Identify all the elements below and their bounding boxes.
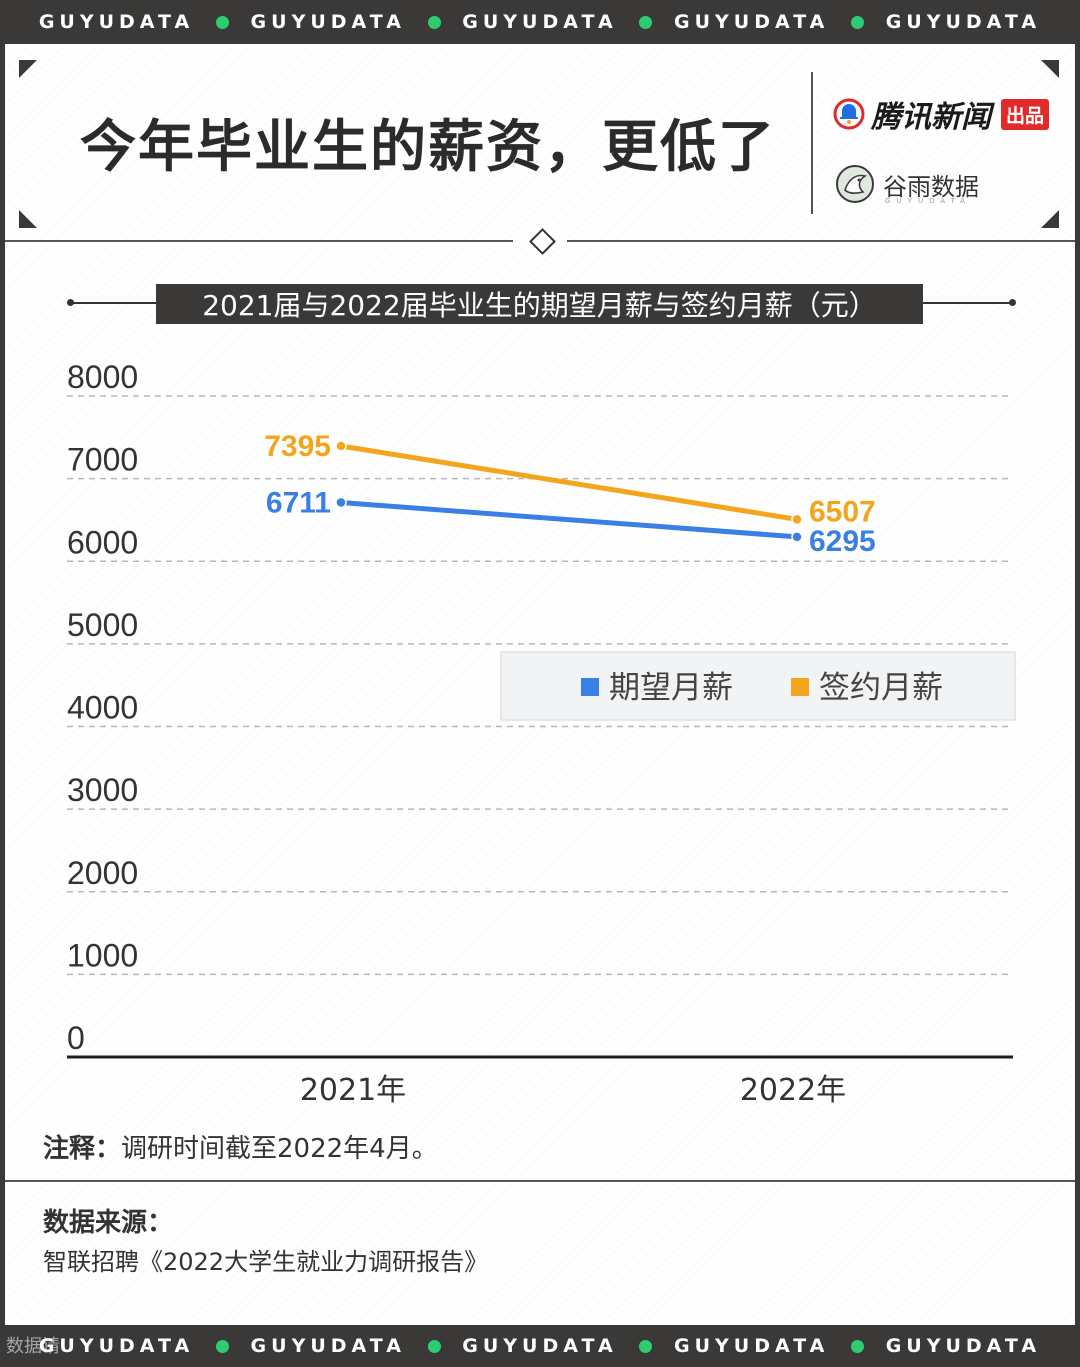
bottom-brand-band: GUYUDATA GUYUDATA GUYUDATA GUYUDATA GUYU… [0, 1325, 1080, 1367]
y-tick-label: 5000 [67, 607, 138, 643]
band-text: GUYUDATA [250, 1335, 406, 1357]
brand-primary-tag: 出品 [1001, 98, 1050, 130]
series-line [338, 500, 800, 540]
legend-swatch [581, 678, 599, 696]
chart-title: 2021届与2022届毕业生的期望月薪与签约月薪（元） [156, 284, 923, 324]
band-dot-icon [215, 15, 229, 29]
data-point [335, 440, 347, 452]
legend-swatch [791, 678, 809, 696]
top-brand-band: GUYUDATA GUYUDATA GUYUDATA GUYUDATA GUYU… [0, 0, 1080, 44]
data-point [791, 513, 803, 526]
band-dot-icon [639, 15, 653, 29]
corner-tl-icon [19, 60, 37, 78]
y-tick-label: 4000 [67, 690, 138, 726]
source-label: 数据来源： [43, 1208, 174, 1238]
section-divider-right [567, 240, 1075, 242]
y-tick-label: 2000 [67, 855, 138, 891]
tencent-news-logo: 腾讯新闻 出品 [833, 92, 1050, 136]
data-label: 6507 [809, 495, 876, 528]
band-dot-icon [427, 15, 441, 29]
guyu-bird-icon [836, 165, 874, 203]
subtitle-rule-left [69, 302, 157, 304]
band-dot-icon [215, 1339, 229, 1353]
band-dot-icon [851, 15, 865, 29]
band-dot-icon [427, 1339, 441, 1353]
band-text: GUYUDATA [673, 1335, 830, 1357]
source-text: 智联招聘《2022大学生就业力调研报告》 [43, 1248, 489, 1276]
band-dot-icon [851, 1339, 865, 1353]
band-text: GUYUDATA [673, 11, 830, 33]
y-tick-label: 1000 [67, 937, 138, 973]
x-tick-label: 2022年 [740, 1073, 846, 1108]
watermark: 数据请 [6, 1336, 60, 1357]
section-divider-left [5, 240, 513, 242]
legend-label: 期望月薪 [609, 670, 733, 706]
band-text: GUYUDATA [38, 11, 195, 33]
legend-label: 签约月薪 [819, 670, 943, 706]
y-tick-label: 0 [67, 1020, 85, 1056]
tencent-news-bell-icon [833, 98, 865, 130]
corner-bl-icon [19, 210, 37, 228]
subtitle-dot-icon [67, 299, 74, 306]
infographic-card: 今年毕业生的薪资，更低了 腾讯新闻 出品 谷雨数据 GUYUDATA 2021届… [5, 44, 1075, 1325]
page-title: 今年毕业生的薪资，更低了 [80, 115, 776, 180]
data-label: 6711 [266, 487, 331, 520]
data-label: 6295 [809, 525, 876, 558]
y-tick-label: 6000 [67, 524, 138, 560]
y-tick-label: 3000 [67, 772, 138, 808]
data-label: 7395 [264, 430, 331, 463]
subtitle-rule-right [923, 302, 1013, 304]
band-text: GUYUDATA [250, 11, 406, 33]
y-tick-label: 7000 [67, 442, 138, 478]
data-point [335, 496, 347, 509]
data-point [791, 531, 803, 543]
subtitle-dot-icon [1009, 299, 1016, 306]
brand-secondary-name: 谷雨数据 [883, 172, 979, 201]
guyu-data-logo: 谷雨数据 GUYUDATA [835, 164, 979, 205]
brand-primary-name: 腾讯新闻 [871, 100, 991, 135]
y-tick-label: 8000 [67, 359, 138, 395]
corner-br-icon [1041, 210, 1059, 228]
line-chart: 0 1000 2000 3000 4000 5000 6000 7000 8000 2021年 20… [67, 359, 1016, 1108]
band-text: GUYUDATA [38, 1335, 195, 1357]
band-text: GUYUDATA [885, 1335, 1042, 1357]
band-dot-icon [639, 1339, 653, 1353]
band-text: GUYUDATA [462, 11, 618, 33]
band-text: GUYUDATA [462, 1335, 618, 1357]
band-text: GUYUDATA [885, 11, 1042, 33]
chart-note: 注释：调研时间截至2022年4月。 [43, 1128, 438, 1165]
note-label: 注释： [43, 1134, 122, 1164]
note-text: 调研时间截至2022年4月。 [121, 1134, 438, 1164]
header-divider [811, 72, 813, 214]
series-line [338, 443, 800, 522]
x-tick-label: 2021年 [300, 1073, 406, 1108]
corner-tr-icon [1041, 60, 1059, 78]
brand-secondary-sub: GUYUDATA [885, 198, 971, 205]
source-divider [5, 1180, 1075, 1182]
